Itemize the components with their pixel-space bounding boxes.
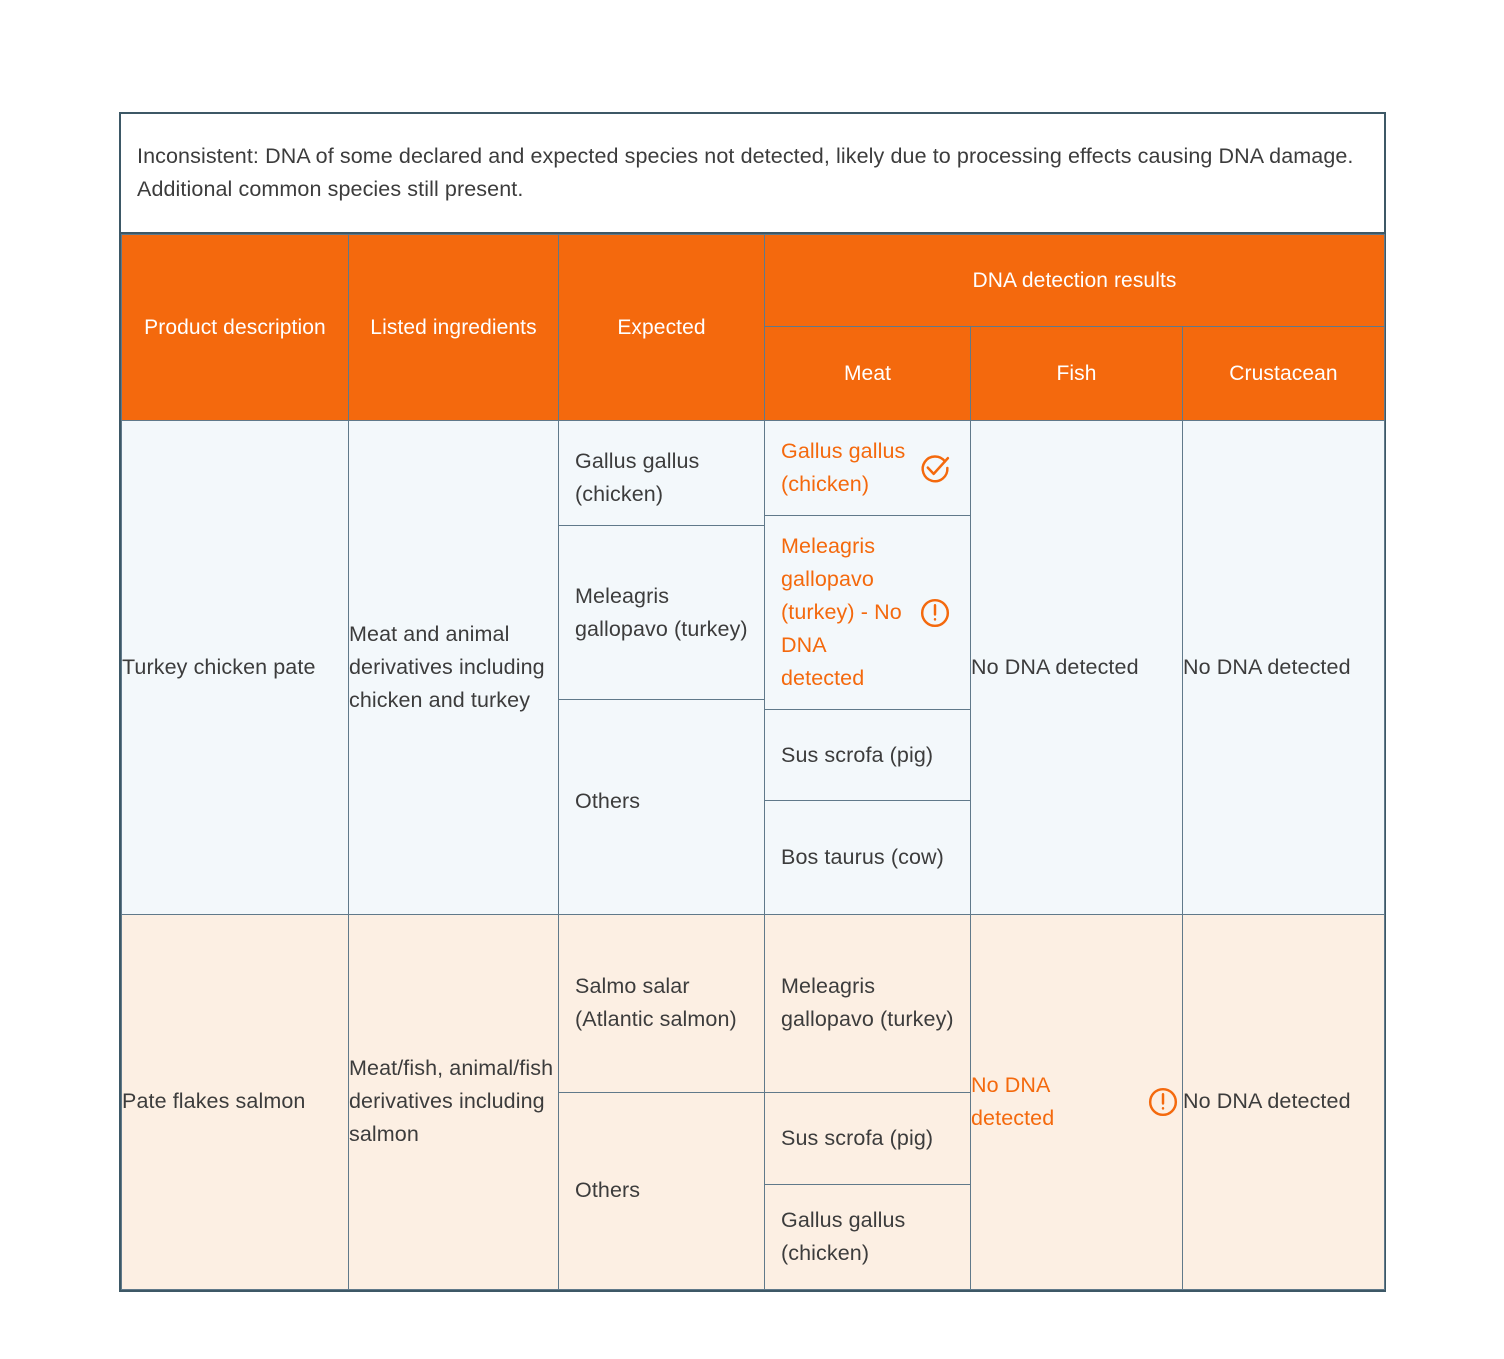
header-row-top: Product description Listed ingredients E…: [121, 234, 1385, 421]
cell-fish: No DNA detected: [970, 913, 1183, 1290]
meat-subcell: Meleagris gallopavo (turkey): [765, 914, 970, 1093]
header-dna-detection-results: DNA detection results: [764, 234, 1385, 327]
header-product-description: Product description: [121, 234, 349, 421]
meat-subcell: Gallus gallus (chicken): [765, 421, 970, 516]
cell-listed-ingredients: Meat and animal derivatives including ch…: [348, 420, 559, 915]
dna-results-table: Inconsistent: DNA of some declared and e…: [119, 112, 1386, 1292]
check-circle-icon: [916, 449, 954, 487]
cell-expected-group: Salmo salar (Atlantic salmon) Others: [558, 913, 765, 1290]
expected-subtable: Salmo salar (Atlantic salmon) Others: [559, 914, 764, 1289]
cell-expected-group: Gallus gallus (chicken) Meleagris gallop…: [558, 420, 765, 915]
header-row-sub: Meat Fish Crustacean: [122, 326, 1385, 421]
expected-subcell: Salmo salar (Atlantic salmon): [559, 914, 764, 1093]
meat-subcell-text: Gallus gallus (chicken): [781, 439, 906, 496]
meat-subcell: Gallus gallus (chicken): [765, 1184, 970, 1289]
table-header: Product description Listed ingredients E…: [121, 234, 1385, 421]
table-row: Turkey chicken pate Meat and animal deri…: [121, 420, 1385, 915]
warning-circle-icon: [916, 594, 954, 632]
meat-subcell-text: Meleagris gallopavo (turkey) - No DNA de…: [781, 534, 902, 690]
cell-product-description: Pate flakes salmon: [121, 913, 349, 1290]
results-grid: Product description Listed ingredients E…: [121, 234, 1385, 1290]
cell-crustacean: No DNA detected: [1182, 420, 1385, 915]
meat-subcell: Sus scrofa (pig): [765, 709, 970, 801]
header-expected: Expected: [558, 234, 765, 421]
cell-product-description: Turkey chicken pate: [121, 420, 349, 915]
cell-fish: No DNA detected: [970, 420, 1183, 915]
table-row: Pate flakes salmon Meat/fish, animal/fis…: [121, 913, 1385, 1290]
expected-subtable: Gallus gallus (chicken) Meleagris gallop…: [559, 431, 764, 904]
cell-crustacean: No DNA detected: [1182, 913, 1385, 1290]
table-body: Turkey chicken pate Meat and animal deri…: [121, 420, 1385, 1290]
meat-subtable: Meleagris gallopavo (turkey) Sus scrofa …: [765, 914, 970, 1289]
meat-subcell: Bos taurus (cow): [765, 800, 970, 914]
cell-listed-ingredients: Meat/fish, animal/fish derivatives inclu…: [348, 913, 559, 1290]
inconsistency-note: Inconsistent: DNA of some declared and e…: [121, 114, 1384, 234]
expected-subcell: Meleagris gallopavo (turkey): [559, 525, 764, 700]
inconsistency-note-text: Inconsistent: DNA of some declared and e…: [137, 144, 1354, 201]
cell-meat-group: Meleagris gallopavo (turkey) Sus scrofa …: [764, 913, 971, 1290]
meat-subcell: Meleagris gallopavo (turkey) - No DNA de…: [765, 515, 970, 710]
expected-subcell: Gallus gallus (chicken): [559, 431, 764, 526]
header-crustacean: Crustacean: [1182, 326, 1385, 421]
warning-circle-icon: [1144, 1083, 1182, 1121]
cell-meat-group: Gallus gallus (chicken): [764, 420, 971, 915]
expected-subcell: Others: [559, 699, 764, 904]
header-meat: Meat: [764, 326, 971, 421]
expected-subcell: Others: [559, 1092, 764, 1289]
meat-subcell: Sus scrofa (pig): [765, 1092, 970, 1185]
meat-subtable: Gallus gallus (chicken): [765, 421, 970, 914]
header-fish: Fish: [970, 326, 1183, 421]
cell-fish-text: No DNA detected: [971, 1072, 1055, 1130]
header-listed-ingredients: Listed ingredients: [348, 234, 559, 421]
